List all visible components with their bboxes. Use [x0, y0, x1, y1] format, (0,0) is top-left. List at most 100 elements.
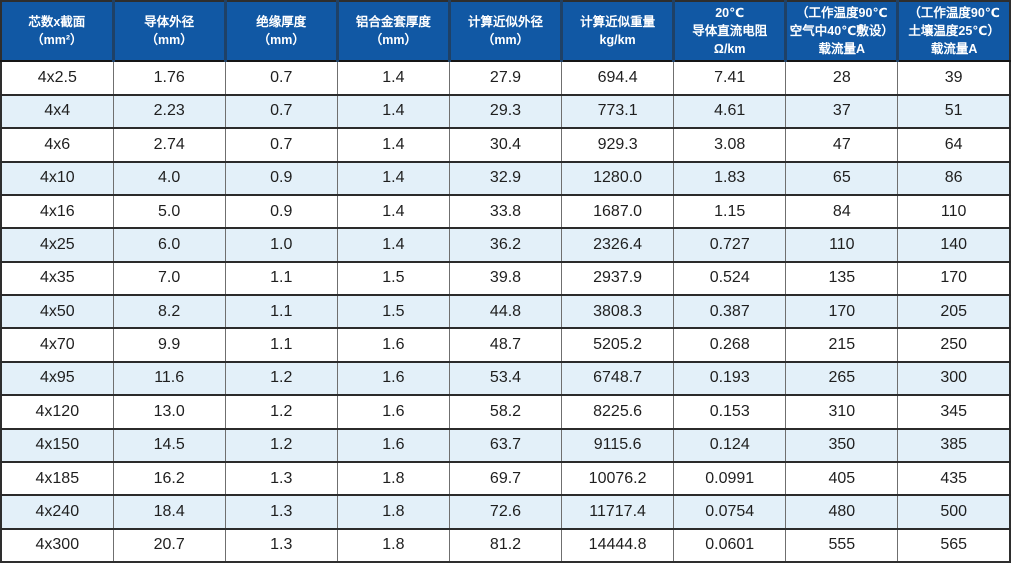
column-header-line: 计算近似重量 [580, 15, 656, 30]
table-cell: 1.3 [224, 494, 338, 529]
table-cell: 0.727 [673, 227, 786, 262]
column-header-line: 计算近似外径 [467, 15, 543, 30]
column-header-ampacity-air: （工作温度90℃ 空气中40℃敷设） 载流量A [784, 1, 898, 63]
table-cell: 51 [897, 93, 1010, 129]
table-cell: 345 [897, 394, 1010, 429]
table-row: 4x95 11.6 1.2 1.6 53.4 6748.7 0.193 265 300 [1, 360, 1010, 396]
table-row: 4x35 7.0 1.1 1.5 39.8 2937.9 0.524 135 170 [1, 260, 1010, 295]
table-cell: 11.6 [112, 360, 226, 396]
table-cell: 1.3 [224, 527, 338, 562]
column-header-line: 载流量A [818, 42, 866, 57]
table-cell: 1.1 [224, 327, 338, 362]
header-row: 芯数x截面 （mm²） 导体外径 （mm） 绝缘厚度 （mm） 铝合金套厚度 （mm） 计算近似… [1, 1, 1010, 63]
table-cell: 0.9 [224, 160, 338, 195]
table-cell: 27.9 [448, 60, 562, 95]
table-cell: 5.0 [112, 193, 226, 229]
table-cell: 16.2 [112, 460, 226, 496]
table-cell: 84 [785, 193, 898, 229]
table-cell: 2.23 [112, 93, 226, 129]
column-header-line: 土壤温度25℃） [908, 24, 1000, 39]
table-cell: 4x240 [1, 494, 114, 529]
table-cell: 1.6 [336, 427, 450, 462]
table-cell: 435 [897, 460, 1010, 496]
table-row: 4x25 6.0 1.0 1.4 36.2 2326.4 0.727 110 140 [1, 227, 1010, 262]
table-cell: 1.4 [336, 227, 450, 262]
table-cell: 1.0 [224, 227, 338, 262]
table-cell: 405 [785, 460, 898, 496]
table-cell: 565 [897, 527, 1010, 562]
table-cell: 20.7 [112, 527, 226, 562]
table-cell: 0.7 [224, 93, 338, 129]
column-header-approx-od: 计算近似外径 （mm） [447, 1, 562, 63]
table-cell: 0.268 [673, 327, 786, 362]
table-cell: 110 [785, 227, 898, 262]
table-cell: 0.0754 [673, 494, 786, 529]
table-cell: 140 [897, 227, 1010, 262]
column-header-line: kg/km [599, 33, 636, 48]
table-cell: 8225.6 [561, 394, 674, 429]
table-cell: 1.2 [224, 360, 338, 396]
table-cell: 4x300 [1, 527, 114, 562]
column-header-line: 20℃ [715, 6, 745, 20]
table-header: 芯数x截面 （mm²） 导体外径 （mm） 绝缘厚度 （mm） 铝合金套厚度 （mm） 计算近似… [1, 1, 1010, 63]
table-cell: 33.8 [448, 193, 562, 229]
column-header-alloy-sheath-thickness: 铝合金套厚度 （mm） [335, 1, 450, 63]
table-cell: 1.8 [336, 460, 450, 496]
table-cell: 0.524 [673, 260, 786, 295]
table-cell: 310 [785, 394, 898, 429]
table-cell: 32.9 [448, 160, 562, 195]
table-cell: 1.8 [336, 494, 450, 529]
table-cell: 18.4 [112, 494, 226, 529]
table-cell: 929.3 [561, 127, 674, 162]
table-cell: 48.7 [448, 327, 562, 362]
table-cell: 30.4 [448, 127, 562, 162]
table-cell: 4.61 [673, 93, 786, 129]
table-cell: 28 [785, 60, 898, 95]
column-header-line: （mm） [257, 33, 305, 48]
table-cell: 13.0 [112, 394, 226, 429]
table-cell: 350 [785, 427, 898, 462]
column-header-line: （工作温度90℃ [908, 6, 1000, 20]
table-body: 4x2.5 1.76 0.7 1.4 27.9 694.4 7.41 28 39 4x4 2.23 0… [1, 60, 1010, 562]
table-cell: 250 [897, 327, 1010, 362]
table-cell: 1.4 [336, 127, 450, 162]
table-cell: 9115.6 [561, 427, 674, 462]
table-cell: 2937.9 [561, 260, 674, 295]
table-cell: 86 [897, 160, 1010, 195]
table-cell: 8.2 [112, 293, 226, 329]
table-cell: 205 [897, 293, 1010, 329]
column-header-line: 芯数x截面 [28, 15, 86, 30]
table-cell: 0.7 [224, 127, 338, 162]
table-row: 4x2.5 1.76 0.7 1.4 27.9 694.4 7.41 28 39 [1, 60, 1010, 95]
table-cell: 9.9 [112, 327, 226, 362]
table-cell: 1.1 [224, 293, 338, 329]
table-cell: 1.6 [336, 394, 450, 429]
column-header-line: 铝合金套厚度 [355, 15, 431, 30]
table-cell: 4x120 [1, 394, 114, 429]
column-header-approx-weight: 计算近似重量 kg/km [560, 1, 674, 63]
table-row: 4x50 8.2 1.1 1.5 44.8 3808.3 0.387 170 205 [1, 293, 1010, 329]
table-row: 4x6 2.74 0.7 1.4 30.4 929.3 3.08 47 64 [1, 127, 1010, 162]
table-cell: 0.387 [673, 293, 786, 329]
table-row: 4x240 18.4 1.3 1.8 72.6 11717.4 0.0754 480 500 [1, 494, 1010, 529]
table-cell: 170 [785, 293, 898, 329]
table-cell: 81.2 [448, 527, 562, 562]
table-cell: 39 [897, 60, 1010, 95]
table-cell: 4x185 [1, 460, 114, 496]
table-cell: 1.76 [112, 60, 226, 95]
table-cell: 6.0 [112, 227, 226, 262]
table-cell: 694.4 [561, 60, 674, 95]
table-cell: 0.0601 [673, 527, 786, 562]
table-cell: 37 [785, 93, 898, 129]
table-cell: 555 [785, 527, 898, 562]
table-cell: 4x10 [1, 160, 114, 195]
table-cell: 1.15 [673, 193, 786, 229]
table-cell: 3.08 [673, 127, 786, 162]
table-cell: 1.5 [336, 293, 450, 329]
table-cell: 215 [785, 327, 898, 362]
table-cell: 480 [785, 494, 898, 529]
table-cell: 14444.8 [561, 527, 674, 562]
table-cell: 65 [785, 160, 898, 195]
table-cell: 0.9 [224, 193, 338, 229]
